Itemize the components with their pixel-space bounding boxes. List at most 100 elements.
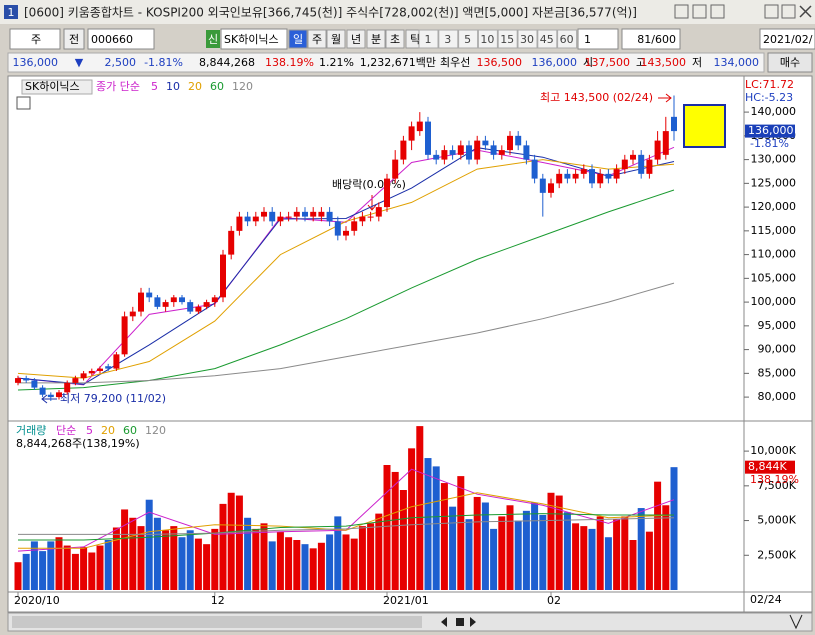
interval-button[interactable] bbox=[497, 29, 518, 49]
volume-bar bbox=[358, 526, 366, 590]
candle-body bbox=[39, 387, 46, 395]
candle-body bbox=[252, 216, 259, 222]
unit-button[interactable] bbox=[307, 29, 327, 49]
prev-button[interactable] bbox=[63, 28, 85, 50]
change-label: -1.81% bbox=[750, 137, 789, 150]
volume-bar bbox=[153, 517, 161, 590]
unit-button[interactable] bbox=[326, 29, 346, 49]
period-select[interactable] bbox=[9, 28, 61, 50]
y-tick-label: 110,000 bbox=[751, 248, 797, 261]
volume-bar bbox=[408, 448, 416, 590]
unit-label: 월 bbox=[331, 33, 341, 46]
candle-body bbox=[548, 183, 554, 193]
interval-button[interactable] bbox=[458, 29, 479, 49]
order-button[interactable] bbox=[767, 52, 813, 73]
volume-bar bbox=[235, 495, 243, 590]
window-controls[interactable] bbox=[674, 4, 812, 19]
last-date: 02/24 bbox=[750, 593, 782, 606]
unit-button[interactable] bbox=[385, 29, 405, 49]
info-value: 고 bbox=[636, 56, 646, 69]
info-bar bbox=[7, 52, 765, 73]
control-button[interactable] bbox=[692, 4, 707, 19]
candle-body bbox=[556, 173, 563, 184]
volume-bar bbox=[613, 519, 621, 590]
info-value: -1.81% bbox=[144, 56, 183, 69]
unit-button[interactable] bbox=[366, 29, 386, 49]
credit-badge bbox=[206, 30, 220, 48]
volume-average bbox=[18, 517, 675, 535]
candle-body bbox=[228, 230, 235, 255]
interval-button[interactable] bbox=[438, 29, 459, 49]
interval-button[interactable] bbox=[477, 29, 498, 49]
highlight-box[interactable] bbox=[683, 104, 726, 148]
volume-bar bbox=[662, 505, 670, 590]
interval-button[interactable] bbox=[418, 29, 439, 49]
y-tick-label: 80,000 bbox=[758, 390, 797, 403]
info-value: 138.19% bbox=[265, 56, 314, 69]
candle-body bbox=[375, 207, 382, 217]
candle-body bbox=[211, 297, 218, 303]
code-input[interactable] bbox=[87, 28, 155, 50]
candle-body bbox=[179, 297, 185, 303]
low-arrow bbox=[41, 394, 57, 404]
info-value: 시 bbox=[583, 56, 593, 69]
candle-body bbox=[220, 254, 226, 298]
close-button[interactable] bbox=[799, 5, 812, 18]
interval-label: 45 bbox=[540, 33, 554, 46]
candle-body bbox=[285, 216, 292, 218]
unit-button[interactable] bbox=[288, 29, 308, 49]
volume-bar bbox=[326, 534, 334, 590]
candle-body bbox=[392, 159, 399, 179]
maximize-button[interactable] bbox=[781, 4, 796, 19]
zoom-icon[interactable] bbox=[789, 614, 803, 630]
volume-bar bbox=[465, 519, 473, 590]
y-tick-label: 5,000K bbox=[757, 514, 796, 527]
minimize-button[interactable] bbox=[764, 4, 779, 19]
volume-bar bbox=[260, 523, 268, 590]
legend-label: 단순 bbox=[56, 424, 76, 437]
info-value: 2,500 bbox=[105, 56, 137, 69]
candle-body bbox=[15, 378, 21, 383]
candle-body bbox=[121, 316, 128, 355]
candle-body bbox=[613, 169, 620, 179]
candle-body bbox=[367, 216, 374, 218]
volume-bar bbox=[604, 537, 612, 590]
interval-button[interactable] bbox=[537, 29, 558, 49]
stop-button[interactable] bbox=[456, 618, 464, 626]
control-button[interactable] bbox=[710, 4, 725, 19]
info-value: 136,000 bbox=[13, 56, 59, 69]
interval-label: 1 bbox=[425, 33, 432, 46]
scroll-thumb[interactable] bbox=[12, 616, 422, 628]
volume-bar bbox=[219, 503, 227, 590]
candle-body bbox=[277, 216, 284, 222]
volume-bar bbox=[547, 492, 555, 590]
moving-average bbox=[17, 159, 675, 379]
candle-body bbox=[351, 221, 358, 231]
candle-body bbox=[302, 211, 308, 217]
y-tick-label: 125,000 bbox=[751, 176, 797, 189]
candle-body bbox=[441, 150, 448, 160]
candle-body bbox=[64, 382, 71, 393]
volume-bar bbox=[301, 544, 309, 590]
legend-entry: 5 bbox=[86, 424, 93, 437]
volume-bar bbox=[621, 516, 629, 590]
volume-bar bbox=[449, 506, 457, 590]
volume-bar bbox=[203, 544, 211, 590]
series-box bbox=[21, 79, 93, 95]
volume-bar bbox=[88, 552, 96, 590]
interval-button[interactable] bbox=[557, 29, 578, 49]
volume-bar bbox=[39, 551, 47, 590]
candle-body bbox=[47, 394, 54, 398]
table-icon[interactable] bbox=[16, 96, 31, 110]
count-input[interactable] bbox=[577, 28, 619, 50]
volume-bar bbox=[670, 467, 678, 590]
date-input[interactable] bbox=[759, 28, 815, 50]
unit-button[interactable] bbox=[346, 29, 366, 49]
interval-button[interactable] bbox=[517, 29, 538, 49]
volume-bar bbox=[440, 483, 448, 590]
volume-bar bbox=[481, 502, 489, 590]
control-button[interactable] bbox=[674, 4, 689, 19]
volume-bar bbox=[629, 540, 637, 590]
candle-body bbox=[80, 373, 87, 379]
app-icon bbox=[4, 5, 18, 19]
